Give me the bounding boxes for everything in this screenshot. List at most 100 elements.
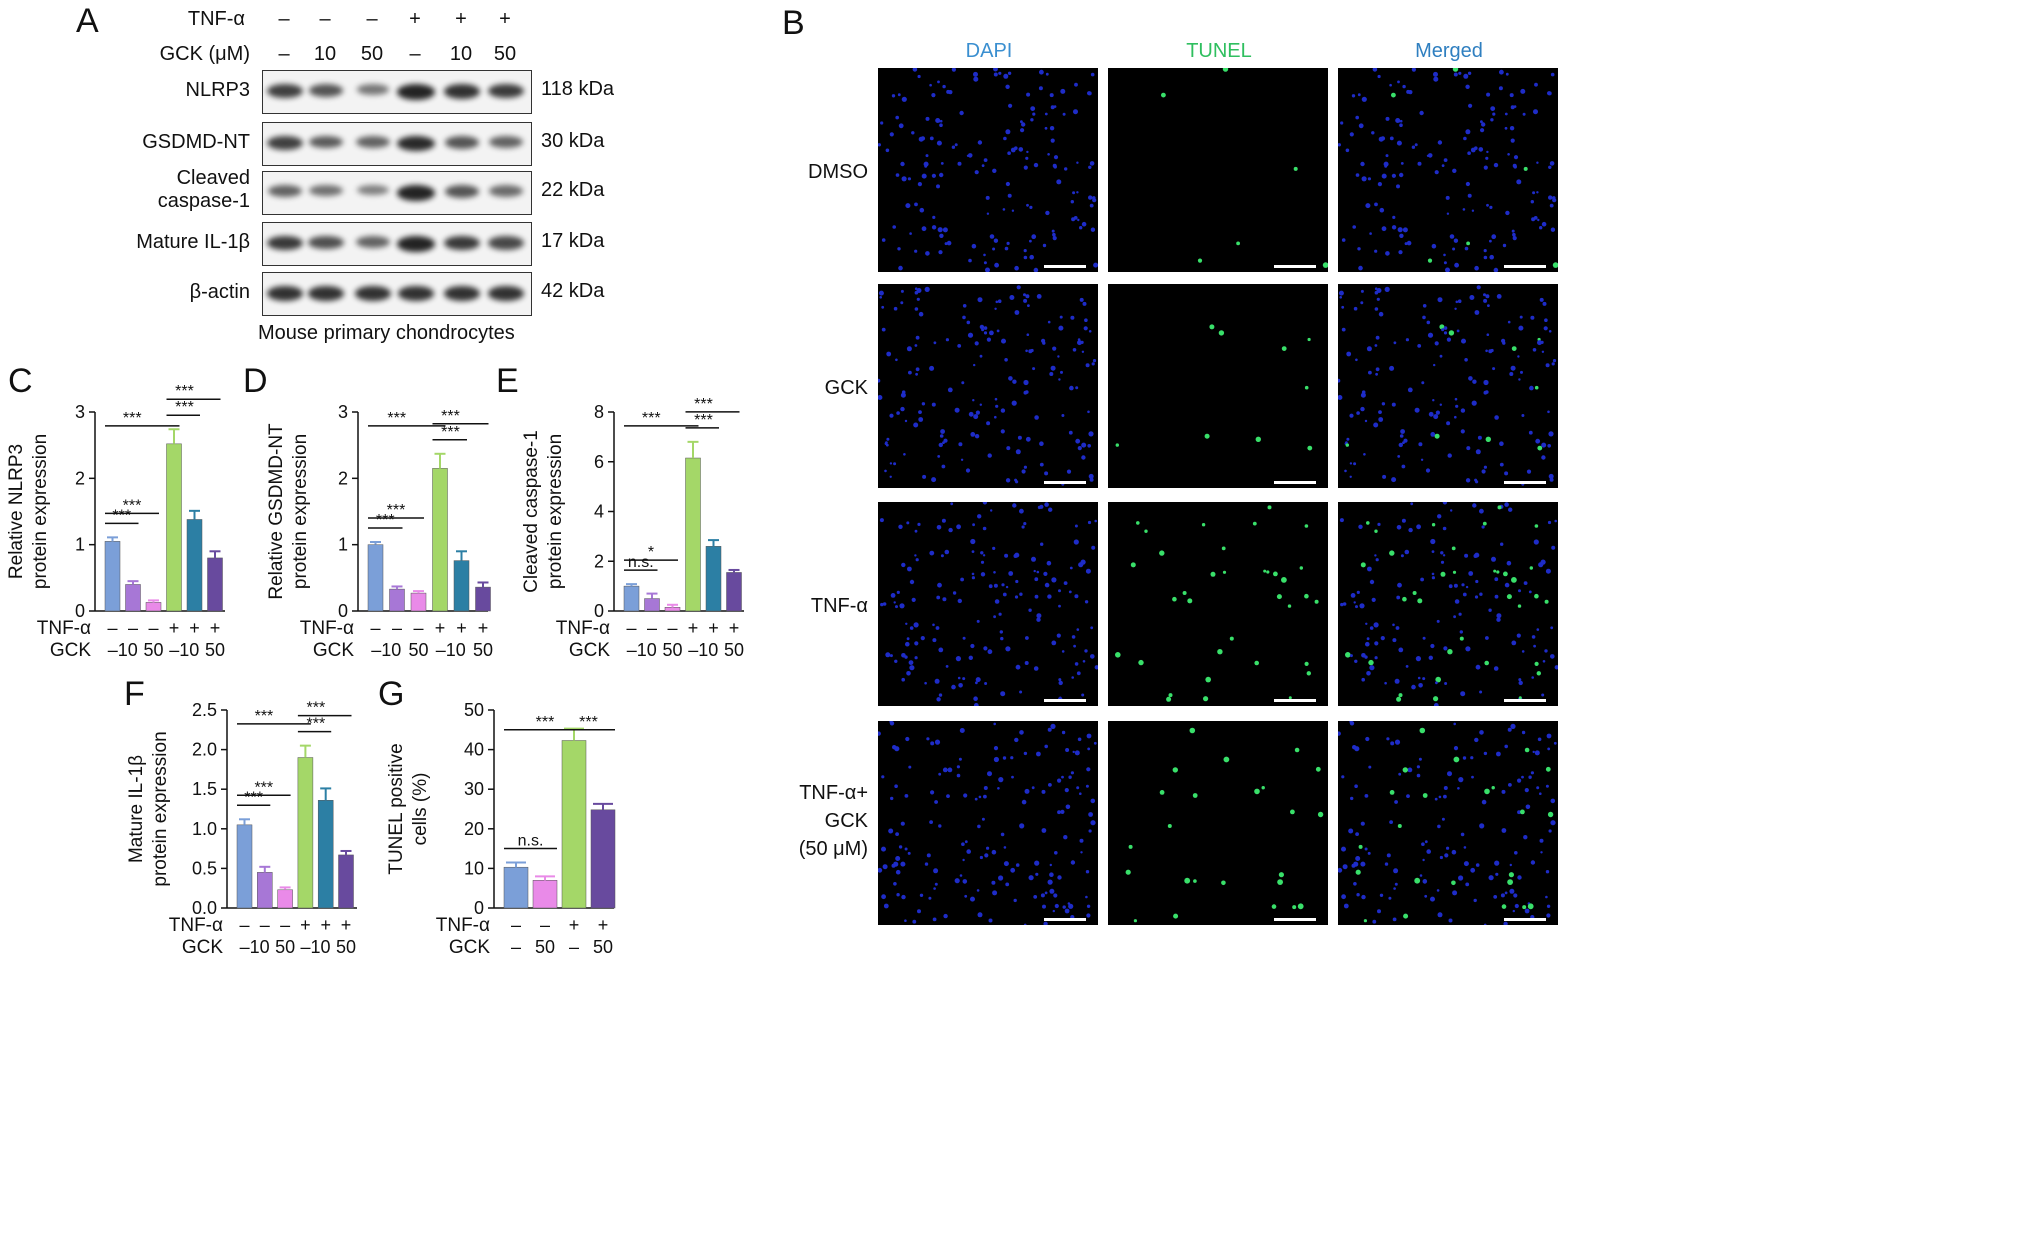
blot-band xyxy=(397,236,435,252)
dapi-nucleus xyxy=(956,524,961,530)
dapi-nucleus xyxy=(1023,298,1028,303)
dapi-nucleus xyxy=(1004,246,1009,251)
dapi-nucleus xyxy=(1462,208,1466,211)
dapi-nucleus xyxy=(1542,660,1546,663)
dapi-nucleus xyxy=(1395,118,1401,123)
tunel-positive-cell xyxy=(1536,671,1541,676)
dapi-nucleus xyxy=(1539,838,1544,843)
tunel-positive-cell xyxy=(1217,649,1223,655)
dapi-nucleus xyxy=(1026,333,1030,336)
dapi-nucleus xyxy=(1047,153,1050,156)
dapi-nucleus xyxy=(984,853,989,858)
dapi-nucleus xyxy=(1554,665,1558,670)
dapi-nucleus xyxy=(1090,654,1095,659)
dapi-nucleus xyxy=(1485,349,1488,353)
dapi-nucleus xyxy=(970,538,976,545)
bar xyxy=(410,592,427,612)
dapi-nucleus xyxy=(1544,318,1548,322)
significance-label: *** xyxy=(255,708,274,725)
dapi-nucleus xyxy=(1019,508,1024,514)
dapi-nucleus xyxy=(1434,170,1439,175)
dapi-nucleus xyxy=(917,522,921,526)
dapi-nucleus xyxy=(1025,156,1029,160)
dapi-nucleus xyxy=(1418,683,1423,688)
dapi-nucleus xyxy=(987,771,992,777)
dapi-nucleus xyxy=(1430,432,1436,437)
tunel-positive-cell xyxy=(1173,913,1179,919)
dapi-nucleus xyxy=(1489,254,1494,260)
tunel-positive-cell xyxy=(1221,880,1226,886)
dapi-nucleus xyxy=(939,119,943,123)
dapi-nucleus xyxy=(1023,751,1028,756)
dapi-nucleus xyxy=(1029,254,1034,260)
dapi-nucleus xyxy=(1483,293,1486,297)
dapi-nucleus xyxy=(1050,105,1055,110)
gck-row-label: GCK xyxy=(182,937,224,958)
tnf-sign: + xyxy=(169,618,180,638)
dapi-nucleus xyxy=(914,641,919,646)
tnf-sign: + xyxy=(729,618,740,638)
dapi-nucleus xyxy=(1547,747,1551,751)
dapi-nucleus xyxy=(1373,422,1379,428)
dapi-nucleus xyxy=(974,434,980,439)
significance-label: *** xyxy=(175,383,194,400)
dapi-nucleus xyxy=(1044,126,1048,130)
dapi-nucleus xyxy=(1062,112,1066,116)
y-tick-label: 0 xyxy=(75,601,85,621)
dapi-nucleus xyxy=(1381,402,1386,406)
dapi-nucleus xyxy=(900,406,905,412)
dapi-nucleus xyxy=(1510,723,1516,729)
dapi-nucleus xyxy=(1059,315,1063,319)
dapi-nucleus xyxy=(882,602,887,606)
dapi-nucleus xyxy=(940,162,944,165)
dapi-nucleus xyxy=(1440,551,1444,555)
dapi-nucleus xyxy=(1511,229,1515,233)
dapi-nucleus xyxy=(1490,106,1496,111)
tunel-positive-cell xyxy=(1422,793,1428,798)
dapi-nucleus xyxy=(1361,176,1367,182)
significance-label: * xyxy=(648,544,654,561)
dapi-nucleus xyxy=(1009,295,1015,300)
dapi-nucleus xyxy=(1441,328,1445,332)
dapi-nucleus xyxy=(1442,554,1446,557)
dapi-nucleus xyxy=(1518,680,1523,686)
y-tick-label: 2.0 xyxy=(192,740,217,760)
y-tick-label: 1.0 xyxy=(192,819,217,839)
micrograph-cells xyxy=(878,68,1098,272)
panel-f-label: F xyxy=(124,675,145,713)
dapi-nucleus xyxy=(1036,751,1041,757)
y-tick-label: 3 xyxy=(75,402,85,422)
tnf-sign: + xyxy=(210,618,221,638)
dapi-nucleus xyxy=(1374,344,1378,347)
dapi-nucleus xyxy=(1005,585,1009,589)
dapi-nucleus xyxy=(948,90,953,95)
panel-d-label: D xyxy=(243,362,268,400)
dapi-nucleus xyxy=(990,509,993,512)
tunel-positive-cell xyxy=(1209,324,1215,330)
tunel-positive-cell xyxy=(1307,445,1313,451)
dapi-nucleus xyxy=(1537,737,1542,742)
dapi-nucleus xyxy=(1338,143,1341,147)
dapi-nucleus xyxy=(1437,824,1441,829)
dapi-nucleus xyxy=(950,502,954,506)
dapi-nucleus xyxy=(1356,590,1360,594)
dapi-nucleus xyxy=(1523,581,1528,585)
dapi-nucleus xyxy=(1344,469,1347,473)
dapi-nucleus xyxy=(1014,478,1018,482)
dapi-nucleus xyxy=(1483,751,1488,756)
dapi-nucleus xyxy=(1507,320,1511,324)
dapi-nucleus xyxy=(1373,622,1379,628)
dapi-nucleus xyxy=(1016,285,1021,290)
blot-band xyxy=(443,84,481,99)
dapi-nucleus xyxy=(1470,756,1474,760)
dapi-nucleus xyxy=(1012,379,1017,384)
tunel-positive-cell xyxy=(1345,652,1351,658)
dapi-nucleus xyxy=(1044,582,1050,588)
dapi-nucleus xyxy=(1437,140,1443,145)
dapi-nucleus xyxy=(1072,750,1075,754)
dapi-nucleus xyxy=(1059,696,1062,699)
dapi-nucleus xyxy=(1068,430,1073,435)
blot-tnf-sign: + xyxy=(455,8,467,30)
dapi-nucleus xyxy=(1391,225,1397,230)
